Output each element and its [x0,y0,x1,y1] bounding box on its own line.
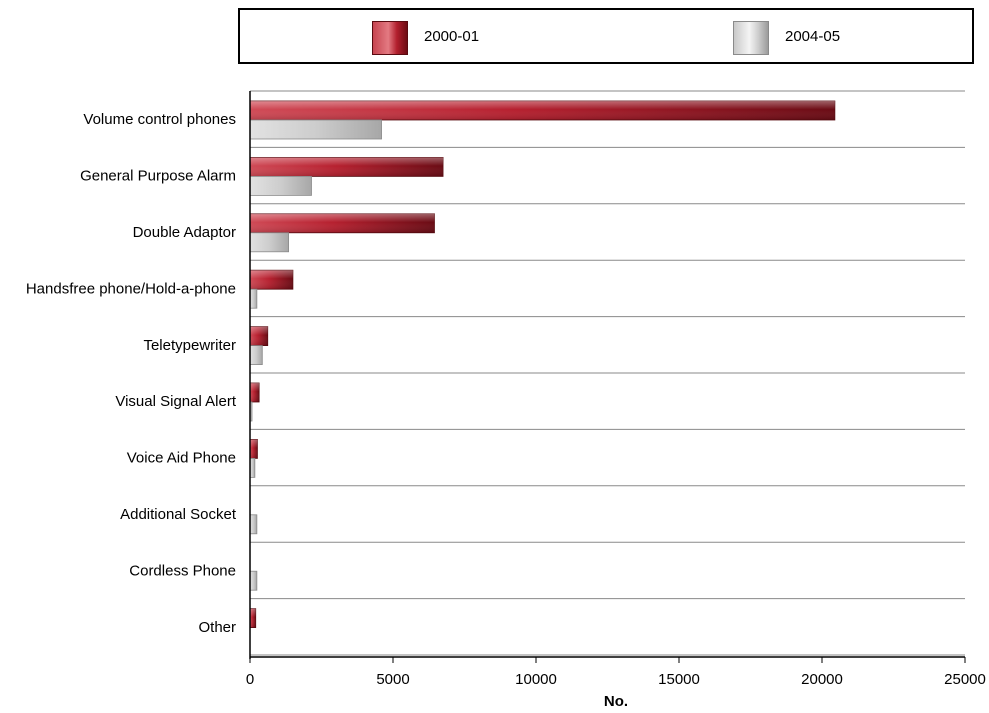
grid-lines [250,90,965,656]
bar-2004-05-2 [249,232,290,253]
x-axis: 0 5000 10000 15000 20000 25000 [246,91,986,688]
category-label: Visual Signal Alert [115,393,236,410]
category-label: Additional Socket [120,506,237,523]
category-labels: Volume control phones General Purpose Ala… [26,111,237,636]
legend-label-2004-05: 2004-05 [785,28,841,45]
bar-shine-5 [250,383,260,402]
bar-2004-05-4 [249,345,263,366]
x-tick-label: 10000 [515,671,557,688]
category-label: Teletypewriter [143,337,236,354]
category-label: Cordless Phone [129,562,236,579]
bar-shine-0 [250,101,835,120]
x-tick-label: 25000 [944,671,986,688]
legend-swatch-2004-05 [733,21,769,55]
category-label: Handsfree phone/Hold-a-phone [26,280,236,297]
bar-2004-05-7 [249,514,258,535]
category-label: Double Adaptor [133,224,236,241]
x-tick-label: 15000 [658,671,700,688]
x-tick-label: 5000 [376,671,409,688]
bar-2004-05-0 [249,119,382,140]
category-label: General Purpose Alarm [80,168,236,185]
bar-shine-6 [250,439,258,459]
x-axis-label: No. [604,693,628,710]
bar-2004-05-1 [249,175,312,196]
bar-2004-05-8 [249,570,258,591]
x-tick-label: 20000 [801,671,843,688]
legend: 2000-01 2004-05 [238,8,974,64]
legend-swatch-2000-01 [372,21,408,55]
bar-shine-2 [250,213,435,233]
bar-shine-1 [250,157,444,177]
bar-shine-3 [250,270,293,290]
category-label: Voice Aid Phone [127,450,236,467]
x-tick-label: 0 [246,671,254,688]
bar-shine-4 [250,326,268,346]
bar-2004-05-3 [249,288,258,309]
category-label: Volume control phones [83,111,236,128]
bar-shine-9 [250,608,256,628]
bars [249,100,836,628]
category-label: Other [198,619,236,636]
legend-label-2000-01: 2000-01 [424,28,480,45]
